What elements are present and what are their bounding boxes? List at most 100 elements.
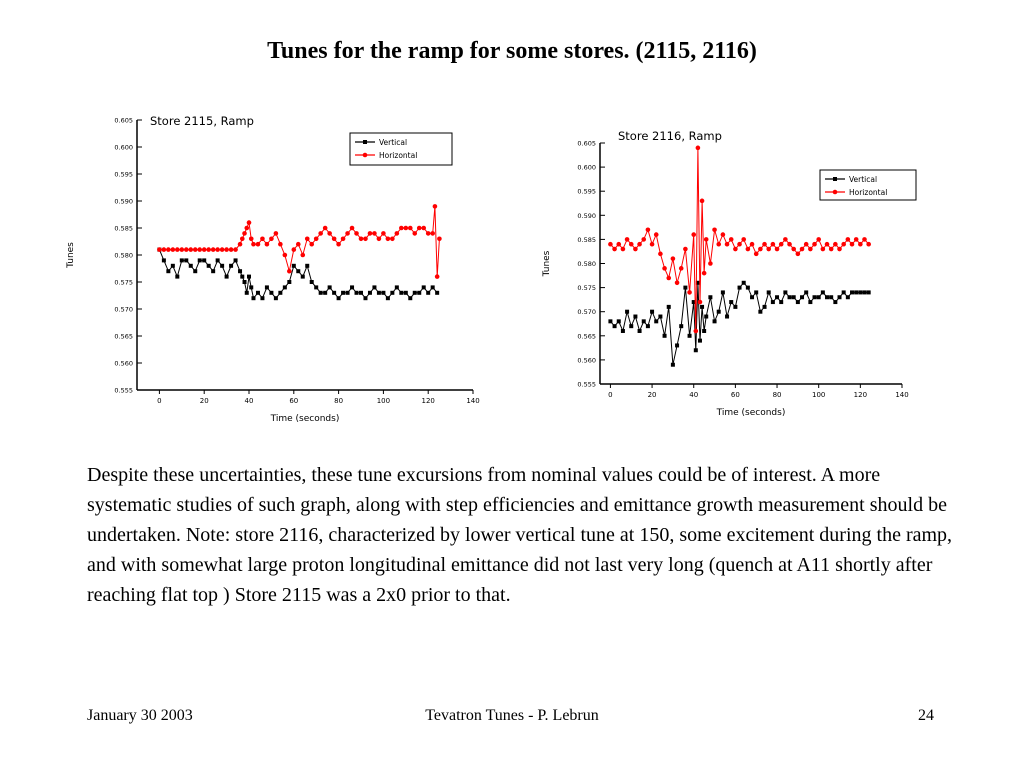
chart-0-series-vertical-point xyxy=(170,263,175,268)
chart-1-series-horizontal-point xyxy=(733,246,738,252)
chart-1-series-vertical-point xyxy=(679,324,684,329)
chart-0-series-vertical-point xyxy=(408,296,413,301)
chart-0-series-vertical-point xyxy=(430,285,435,290)
chart-0-series-horizontal-point xyxy=(291,247,297,252)
chart-0-series-horizontal-point xyxy=(157,247,162,252)
chart-1-series-horizontal-point xyxy=(749,241,755,247)
chart-0-series-vertical-point xyxy=(385,296,390,301)
chart-0-series-vertical-point xyxy=(269,290,274,295)
chart-1-series-horizontal-point xyxy=(845,237,851,242)
chart-1-series-horizontal-point xyxy=(728,237,734,242)
chart-1-series-vertical-point xyxy=(737,285,742,290)
chart-0-x-axis-label: Time (seconds) xyxy=(270,414,340,424)
chart-1-series-vertical-point xyxy=(779,300,784,305)
chart-0-series-vertical-point xyxy=(175,274,180,279)
chart-1-series-horizontal-point xyxy=(695,145,701,151)
chart-0-series-horizontal-point xyxy=(331,236,337,242)
chart-1-series-vertical-point xyxy=(766,290,771,295)
chart-0-series-horizontal-point xyxy=(260,236,265,242)
chart-0-series-vertical-point xyxy=(211,269,216,274)
chart-1-series-vertical-point xyxy=(725,314,730,319)
chart-1-series-horizontal-point xyxy=(808,246,813,252)
footer-date: January 30 2003 xyxy=(87,707,193,724)
chart-1-series-vertical-point xyxy=(837,295,842,300)
chart-0-series-vertical-point xyxy=(251,296,256,301)
chart-1-series-horizontal-point xyxy=(628,241,634,247)
chart-0-series-vertical-point xyxy=(244,290,249,295)
chart-1-series-horizontal-point xyxy=(720,232,726,237)
chart-0-series-horizontal-point xyxy=(313,236,319,242)
chart-0-series-vertical-point xyxy=(412,290,417,295)
chart-0-series-vertical-point xyxy=(240,274,245,279)
chart-0-legend-vertical-marker xyxy=(363,140,367,144)
chart-1-series-horizontal-point xyxy=(787,241,792,247)
chart-1-series-vertical-point xyxy=(650,309,655,314)
chart-1-x-tick-label: 80 xyxy=(773,391,782,399)
chart-1-series-vertical-point xyxy=(704,314,709,319)
chart-1-series-horizontal-point xyxy=(658,251,663,257)
chart-0-y-tick-label: 0.565 xyxy=(114,333,133,341)
chart-1-series-horizontal-point xyxy=(703,237,709,242)
slide-body-text: Despite these uncertainties, these tune … xyxy=(87,464,953,606)
chart-1-series-vertical-point xyxy=(850,290,855,295)
chart-1-series-vertical-point xyxy=(712,319,717,324)
chart-1-series-horizontal-point xyxy=(849,241,855,247)
chart-1-series-vertical-point xyxy=(625,309,630,314)
chart-0-series-horizontal-point xyxy=(430,231,435,236)
chart-0-series-vertical-point xyxy=(242,280,247,284)
chart-0-series-vertical-point xyxy=(345,290,350,295)
chart-1-series-horizontal-point xyxy=(633,246,638,252)
chart-1-legend-vertical-label: Vertical xyxy=(849,175,877,184)
chart-0-series-vertical-point xyxy=(260,296,265,301)
chart-0-series-vertical-point xyxy=(179,258,184,263)
chart-0-series-vertical-point xyxy=(359,290,363,295)
chart-1-series-horizontal-point xyxy=(799,246,805,252)
chart-1-series-horizontal-point xyxy=(608,241,613,247)
chart-1-series-vertical-point xyxy=(612,324,617,329)
chart-1-series-vertical-point xyxy=(820,290,825,295)
chart-0-series-vertical-point xyxy=(287,280,292,284)
chart-0-series-horizontal-point xyxy=(282,252,288,258)
chart-0-series-vertical-point xyxy=(305,263,310,268)
chart-store-2115: 0.555 0.560 0.565 0.570 0.575 0.580 0.585 0.590… xyxy=(60,100,490,450)
chart-0-series-horizontal-point xyxy=(183,247,189,252)
chart-0-series-horizontal-point xyxy=(166,247,171,252)
chart-1-series-vertical-point xyxy=(795,300,800,305)
chart-0-series-horizontal-point xyxy=(246,220,252,225)
chart-0-series-vertical-point xyxy=(238,269,243,274)
chart-1-series-horizontal-point xyxy=(699,198,705,204)
chart-1-legend-vertical-marker xyxy=(833,177,837,181)
chart-0-series-horizontal-point xyxy=(381,231,386,236)
chart-1-series-horizontal-point xyxy=(820,246,826,252)
chart-1-series-horizontal-point xyxy=(674,280,680,286)
chart-1-y-tick-label: 0.580 xyxy=(577,260,596,268)
chart-0-y-tick-label: 0.580 xyxy=(114,252,133,260)
chart-1-series-horizontal-point xyxy=(824,241,830,247)
chart-0-series-horizontal-point xyxy=(340,236,346,242)
chart-1-series-vertical-point xyxy=(675,343,680,348)
chart-0-series-vertical-point xyxy=(193,269,198,274)
chart-1-series-horizontal-point xyxy=(662,266,667,271)
chart-1-series-vertical-point xyxy=(700,304,705,309)
chart-1-series-vertical-point xyxy=(641,319,646,324)
chart-0-series-vertical-point xyxy=(350,285,355,290)
chart-0-series-horizontal-point xyxy=(309,241,315,247)
chart-0-series-vertical-point xyxy=(233,258,238,263)
chart-1-series-horizontal-point xyxy=(653,232,659,237)
chart-0-series-horizontal-point xyxy=(224,247,229,252)
chart-0-series-horizontal-point xyxy=(201,247,207,252)
chart-1-series-vertical-point xyxy=(741,280,746,285)
chart-0-series-horizontal-point xyxy=(363,236,368,242)
chart-0-x-tick-label: 60 xyxy=(289,397,298,405)
chart-0-series-vertical-point xyxy=(291,263,296,268)
chart-1-series-vertical-point xyxy=(770,300,775,305)
chart-1-series-vertical-point xyxy=(841,290,846,295)
chart-1-series-horizontal-point xyxy=(753,251,759,257)
chart-0-series-vertical-point xyxy=(300,274,305,279)
chart-1-y-tick-label: 0.590 xyxy=(577,212,596,220)
chart-0-series-vertical-point xyxy=(367,290,372,295)
chart-1-series-horizontal-point xyxy=(816,237,821,242)
chart-1-series-vertical-point xyxy=(808,300,813,305)
chart-0-series-horizontal-point xyxy=(278,241,283,247)
chart-0-series-vertical-point xyxy=(426,290,431,295)
